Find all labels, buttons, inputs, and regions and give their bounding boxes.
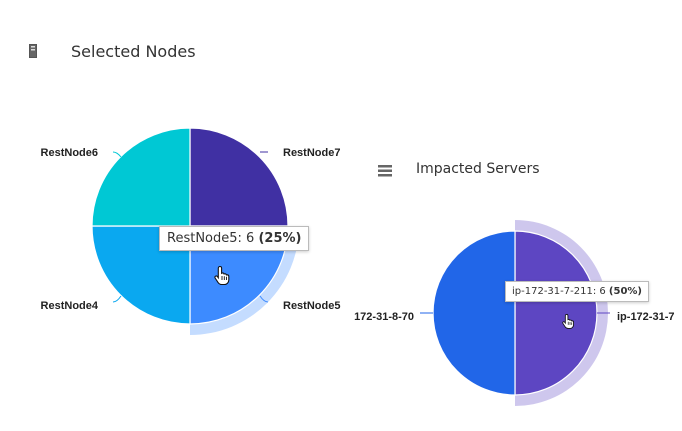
slice-ip-172-31-7[interactable] <box>514 230 598 396</box>
slice-label-172-31-8-70: 172-31-8-70 <box>354 311 414 323</box>
label-connector-restnode5 <box>259 295 269 303</box>
slice-label-restnode7: RestNode7 <box>283 147 340 159</box>
list-icon <box>378 165 392 177</box>
tooltip-percent: (50%) <box>608 286 642 297</box>
slice-highlight-ip-172-31-7 <box>515 220 608 406</box>
server-icon <box>29 44 37 58</box>
selected-nodes-tooltip: RestNode5: 6 (25%) <box>159 226 310 251</box>
impacted-servers-title: Impacted Servers <box>416 161 540 177</box>
slice-restnode6[interactable] <box>91 127 191 227</box>
slice-label-ip-172-31-7: ip-172-31-7 <box>617 311 674 323</box>
hand-cursor-icon <box>562 313 574 329</box>
impacted-servers-tooltip: ip-172-31-7-211: 6 (50%) <box>505 281 649 302</box>
selected-nodes-title: Selected Nodes <box>71 42 196 61</box>
impacted-servers-pie: ip-172-31-7 172-31-8-70 <box>354 220 674 406</box>
slice-label-restnode6: RestNode6 <box>41 147 98 159</box>
hand-cursor-icon <box>214 265 230 285</box>
label-connector-restnode6 <box>112 151 122 158</box>
tooltip-label: ip-172-31-7-211: 6 <box>512 286 606 297</box>
slice-restnode7[interactable] <box>189 127 289 227</box>
tooltip-label: RestNode5: 6 <box>167 231 255 246</box>
label-connector-restnode4 <box>112 295 122 303</box>
slice-label-restnode4: RestNode4 <box>41 300 99 312</box>
slice-172-31-8-70[interactable] <box>432 230 516 396</box>
tooltip-percent: (25%) <box>258 231 302 246</box>
slice-label-restnode5: RestNode5 <box>283 300 340 312</box>
